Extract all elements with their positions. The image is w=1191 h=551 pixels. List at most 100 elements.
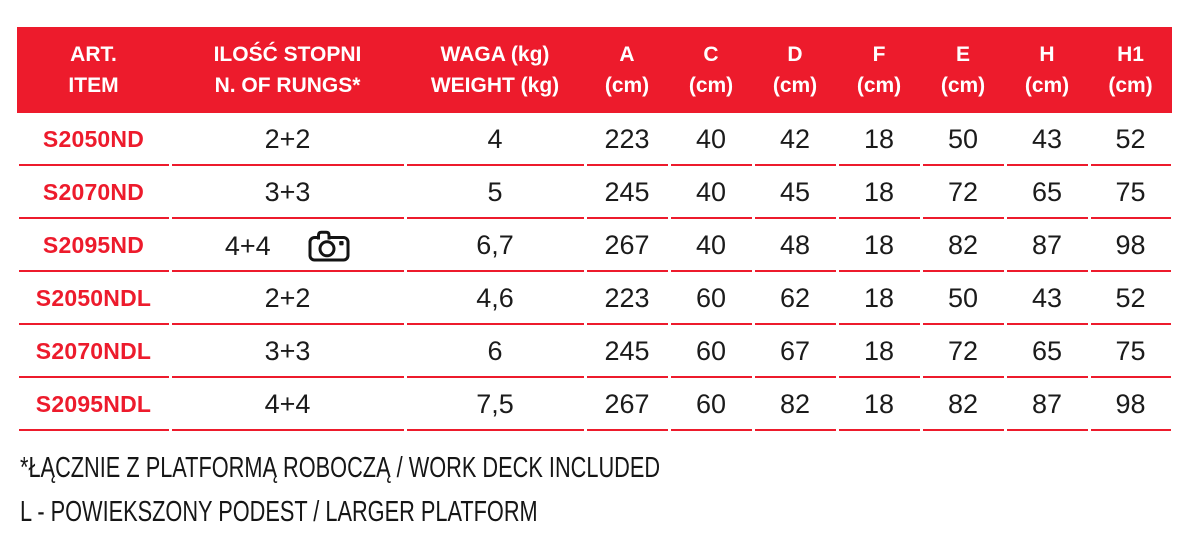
dim-value-cell: 50 — [921, 113, 1005, 166]
rungs-count: 4+4 — [224, 231, 271, 261]
weight-value: 7,5 — [476, 389, 514, 419]
dim-value-cell: 267 — [585, 219, 669, 272]
dim-value: 40 — [695, 177, 727, 207]
header-col-dim-d: D (cm) — [753, 27, 837, 113]
header-rungs-line1: ILOŚĆ STOPNI — [213, 43, 362, 66]
dim-letter: H — [1039, 43, 1055, 66]
dim-value-cell: 50 — [921, 272, 1005, 325]
dim-value: 45 — [779, 177, 811, 207]
dim-value: 98 — [1115, 389, 1146, 419]
spec-table: ART. ITEM ILOŚĆ STOPNI N. OF RUNGS* WAGA… — [17, 27, 1172, 431]
dim-unit: (cm) — [1108, 74, 1153, 97]
dim-value-cell: 60 — [669, 272, 753, 325]
dim-value: 50 — [947, 283, 979, 313]
dim-value-cell: 52 — [1089, 272, 1172, 325]
dim-unit: (cm) — [688, 74, 734, 97]
dim-value: 267 — [604, 230, 650, 260]
table-header: ART. ITEM ILOŚĆ STOPNI N. OF RUNGS* WAGA… — [17, 27, 1172, 113]
dim-letter: D — [787, 43, 803, 66]
dim-value-cell: 42 — [753, 113, 837, 166]
weight-value-cell: 4 — [405, 113, 585, 166]
dim-value: 82 — [947, 230, 979, 260]
footnote-larger-platform: L - POWIEKSZONY PODEST / LARGER PLATFORM — [20, 496, 538, 528]
header-col-rungs: ILOŚĆ STOPNI N. OF RUNGS* — [170, 27, 405, 113]
camera-icon[interactable] — [308, 229, 350, 262]
rungs-count-cell: 4+4 — [170, 219, 405, 272]
dim-value-cell: 267 — [585, 378, 669, 431]
dim-value-cell: 82 — [921, 219, 1005, 272]
header-rungs-line2: N. OF RUNGS* — [214, 74, 361, 97]
dim-value-cell: 43 — [1005, 272, 1089, 325]
dim-value: 87 — [1031, 230, 1063, 260]
dim-value-cell: 60 — [669, 378, 753, 431]
weight-value-cell: 6,7 — [405, 219, 585, 272]
weight-value-cell: 5 — [405, 166, 585, 219]
dim-value-cell: 18 — [837, 219, 921, 272]
header-weight-line2: WEIGHT (kg) — [430, 74, 560, 97]
dim-value-cell: 48 — [753, 219, 837, 272]
table-row: S2095NDL 4+4 7,5 267 60 82 18 82 87 98 — [17, 378, 1172, 431]
dim-value: 245 — [604, 177, 650, 207]
dim-value-cell: 43 — [1005, 113, 1089, 166]
header-col-art: ART. ITEM — [17, 27, 170, 113]
rungs-count: 3+3 — [264, 177, 311, 207]
header-art-line2: ITEM — [68, 74, 119, 97]
dim-value-cell: 72 — [921, 325, 1005, 378]
dim-letter: C — [703, 43, 719, 66]
table-row: S2070ND 3+3 5 245 40 45 18 72 65 75 — [17, 166, 1172, 219]
dim-value: 245 — [604, 336, 650, 366]
dim-value: 18 — [863, 177, 895, 207]
weight-value-cell: 6 — [405, 325, 585, 378]
dim-value: 42 — [779, 124, 811, 154]
dim-value-cell: 60 — [669, 325, 753, 378]
rungs-count-cell: 2+2 — [170, 272, 405, 325]
dim-value: 82 — [779, 389, 811, 419]
dim-unit: (cm) — [1024, 74, 1070, 97]
rungs-count-cell: 4+4 — [170, 378, 405, 431]
header-col-weight: WAGA (kg) WEIGHT (kg) — [405, 27, 585, 113]
rungs-count: 2+2 — [264, 124, 311, 154]
dim-value: 65 — [1031, 177, 1063, 207]
footnote-work-deck: *ŁĄCZNIE Z PLATFORMĄ ROBOCZĄ / WORK DECK… — [20, 452, 661, 484]
weight-value: 4 — [487, 124, 503, 154]
dim-value-cell: 45 — [753, 166, 837, 219]
header-col-dim-c: C (cm) — [669, 27, 753, 113]
dim-value-cell: 72 — [921, 166, 1005, 219]
header-col-dim-h1: H1 (cm) — [1089, 27, 1172, 113]
dim-value: 82 — [947, 389, 979, 419]
rungs-count-cell: 3+3 — [170, 325, 405, 378]
dim-value-cell: 65 — [1005, 166, 1089, 219]
rungs-count: 3+3 — [264, 336, 311, 366]
weight-value: 4,6 — [476, 283, 514, 313]
dim-value: 75 — [1115, 177, 1146, 207]
header-row: ART. ITEM ILOŚĆ STOPNI N. OF RUNGS* WAGA… — [17, 27, 1172, 113]
item-code-cell: S2050ND — [17, 113, 170, 166]
footnotes: *ŁĄCZNIE Z PLATFORMĄ ROBOCZĄ / WORK DECK… — [20, 446, 873, 534]
dim-value-cell: 67 — [753, 325, 837, 378]
dim-value: 60 — [695, 389, 727, 419]
dim-value-cell: 75 — [1089, 166, 1172, 219]
item-code-cell: S2095NDL — [17, 378, 170, 431]
dim-value: 72 — [947, 336, 979, 366]
weight-value-cell: 7,5 — [405, 378, 585, 431]
dim-value-cell: 18 — [837, 325, 921, 378]
dim-value: 65 — [1031, 336, 1063, 366]
dim-value-cell: 245 — [585, 166, 669, 219]
dim-value-cell: 40 — [669, 219, 753, 272]
dim-unit: (cm) — [856, 74, 902, 97]
dim-unit: (cm) — [604, 74, 650, 97]
dim-letter: F — [872, 43, 886, 66]
item-code-cell: S2050NDL — [17, 272, 170, 325]
table-row: S2070NDL 3+3 6 245 60 67 18 72 65 75 — [17, 325, 1172, 378]
dim-value-cell: 223 — [585, 272, 669, 325]
dim-letter: E — [955, 43, 970, 66]
dim-value-cell: 40 — [669, 113, 753, 166]
header-col-dim-e: E (cm) — [921, 27, 1005, 113]
dim-value: 18 — [863, 124, 895, 154]
item-code: S2050ND — [42, 126, 145, 152]
header-col-dim-f: F (cm) — [837, 27, 921, 113]
dim-value-cell: 245 — [585, 325, 669, 378]
dim-value-cell: 87 — [1005, 219, 1089, 272]
dim-value-cell: 52 — [1089, 113, 1172, 166]
